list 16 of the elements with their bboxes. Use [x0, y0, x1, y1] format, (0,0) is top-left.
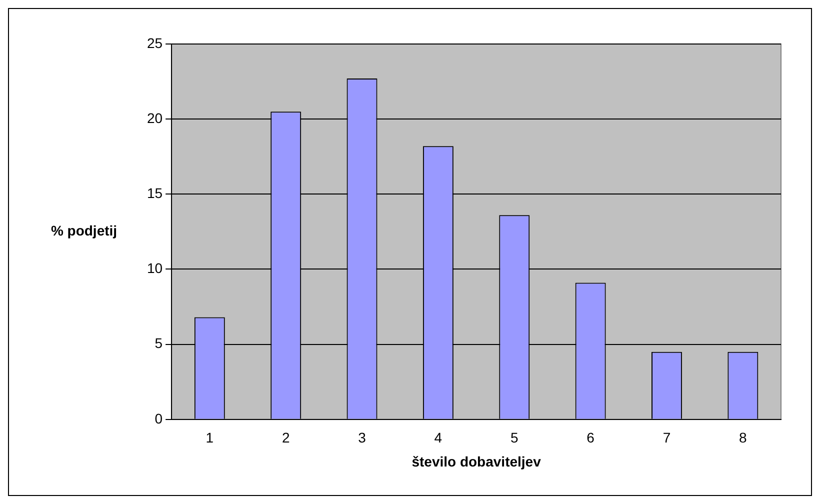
x-tick-label: 3	[358, 430, 366, 446]
y-axis-title: % podjetij	[50, 222, 118, 239]
x-tick-label: 2	[282, 430, 290, 446]
y-tick-label: 20	[146, 110, 163, 126]
y-tick-label: 0	[154, 410, 163, 426]
y-tick-label: 25	[146, 34, 163, 51]
x-tick-label: 1	[206, 430, 214, 446]
y-tick-label: 10	[146, 260, 163, 276]
x-tick-label: 4	[434, 430, 442, 446]
x-tick-label: 8	[739, 430, 748, 446]
x-axis-title: število dobaviteljev	[412, 453, 542, 470]
y-tick-label: 5	[154, 335, 163, 352]
x-tick-label: 7	[662, 430, 671, 446]
x-tick-label: 6	[586, 430, 595, 446]
x-tick-label: 5	[510, 430, 518, 446]
y-tick-label: 15	[146, 185, 163, 202]
